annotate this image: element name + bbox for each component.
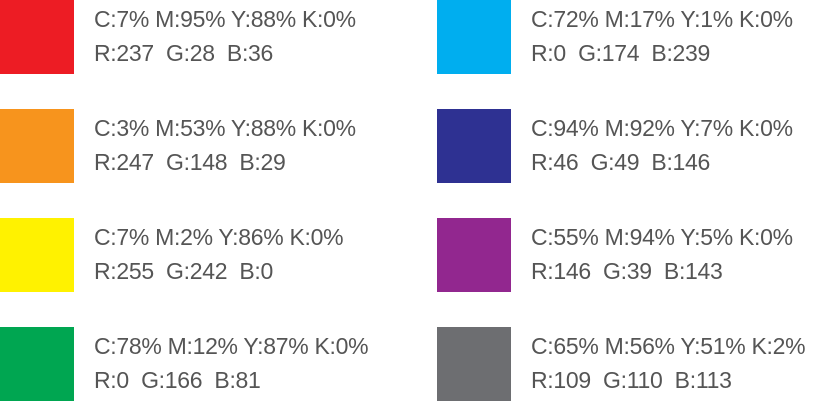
color-swatch xyxy=(437,218,511,292)
rgb-label: R:109 G:110 B:113 xyxy=(531,367,732,393)
rgb-label: R:237 G:28 B:36 xyxy=(94,40,274,66)
rgb-label: R:0 G:174 B:239 xyxy=(531,40,711,66)
cmyk-label: C:7% M:2% Y:86% K:0% xyxy=(94,224,344,250)
rgb-label: R:0 G:166 B:81 xyxy=(94,367,261,393)
color-swatch xyxy=(0,218,74,292)
cmyk-label: C:3% M:53% Y:88% K:0% xyxy=(94,115,356,141)
color-swatch xyxy=(437,109,511,183)
color-swatch xyxy=(437,0,511,74)
rgb-label: R:247 G:148 B:29 xyxy=(94,149,286,175)
cmyk-label: C:55% M:94% Y:5% K:0% xyxy=(531,224,793,250)
cmyk-label: C:94% M:92% Y:7% K:0% xyxy=(531,115,793,141)
cmyk-label: C:7% M:95% Y:88% K:0% xyxy=(94,6,356,32)
cmyk-label: C:78% M:12% Y:87% K:0% xyxy=(94,333,369,359)
rgb-label: R:146 G:39 B:143 xyxy=(531,258,723,284)
color-swatch xyxy=(0,327,74,401)
cmyk-label: C:65% M:56% Y:51% K:2% xyxy=(531,333,806,359)
cmyk-label: C:72% M:17% Y:1% K:0% xyxy=(531,6,793,32)
color-swatch xyxy=(0,109,74,183)
color-swatch xyxy=(0,0,74,74)
rgb-label: R:46 G:49 B:146 xyxy=(531,149,711,175)
color-swatch xyxy=(437,327,511,401)
rgb-label: R:255 G:242 B:0 xyxy=(94,258,274,284)
